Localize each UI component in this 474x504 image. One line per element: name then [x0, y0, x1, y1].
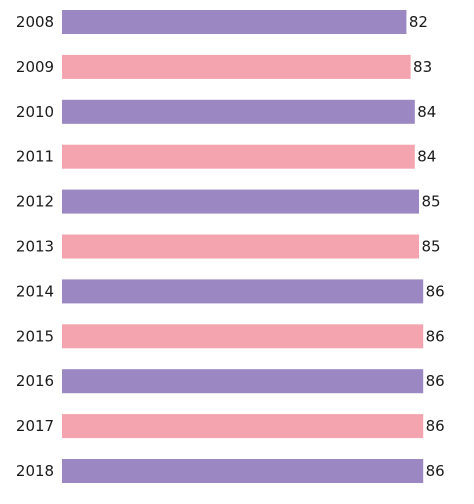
- category-label-2011: 2011: [16, 148, 54, 166]
- value-label-2011: 84: [417, 148, 436, 166]
- value-label-2013: 85: [421, 238, 440, 256]
- bar-2016: [62, 369, 424, 394]
- bar-2010: [62, 99, 415, 124]
- value-label-2017: 86: [426, 417, 445, 435]
- value-label-2016: 86: [426, 372, 445, 390]
- bar-2012: [62, 189, 419, 214]
- bar-2011: [62, 144, 415, 169]
- value-label-2018: 86: [426, 462, 445, 480]
- category-label-2018: 2018: [16, 462, 54, 480]
- category-label-2017: 2017: [16, 417, 54, 435]
- bar-2009: [62, 54, 411, 79]
- value-label-2010: 84: [417, 103, 436, 121]
- category-label-2015: 2015: [16, 327, 54, 345]
- value-label-2008: 82: [409, 13, 428, 31]
- bar-2018: [62, 459, 424, 483]
- bar-2014: [62, 279, 424, 304]
- value-label-2009: 83: [413, 58, 432, 76]
- category-label-2016: 2016: [16, 372, 54, 390]
- category-label-2008: 2008: [16, 13, 54, 31]
- value-label-2014: 86: [426, 282, 445, 300]
- category-label-2009: 2009: [16, 58, 54, 76]
- bar-2015: [62, 324, 424, 349]
- category-label-2014: 2014: [16, 282, 54, 300]
- category-label-2013: 2013: [16, 238, 54, 256]
- value-label-2015: 86: [426, 327, 445, 345]
- bar-2013: [62, 234, 419, 259]
- bar-2008: [62, 10, 407, 34]
- bar-2017: [62, 414, 424, 439]
- value-label-2012: 85: [421, 193, 440, 211]
- category-label-2010: 2010: [16, 103, 54, 121]
- category-label-2012: 2012: [16, 193, 54, 211]
